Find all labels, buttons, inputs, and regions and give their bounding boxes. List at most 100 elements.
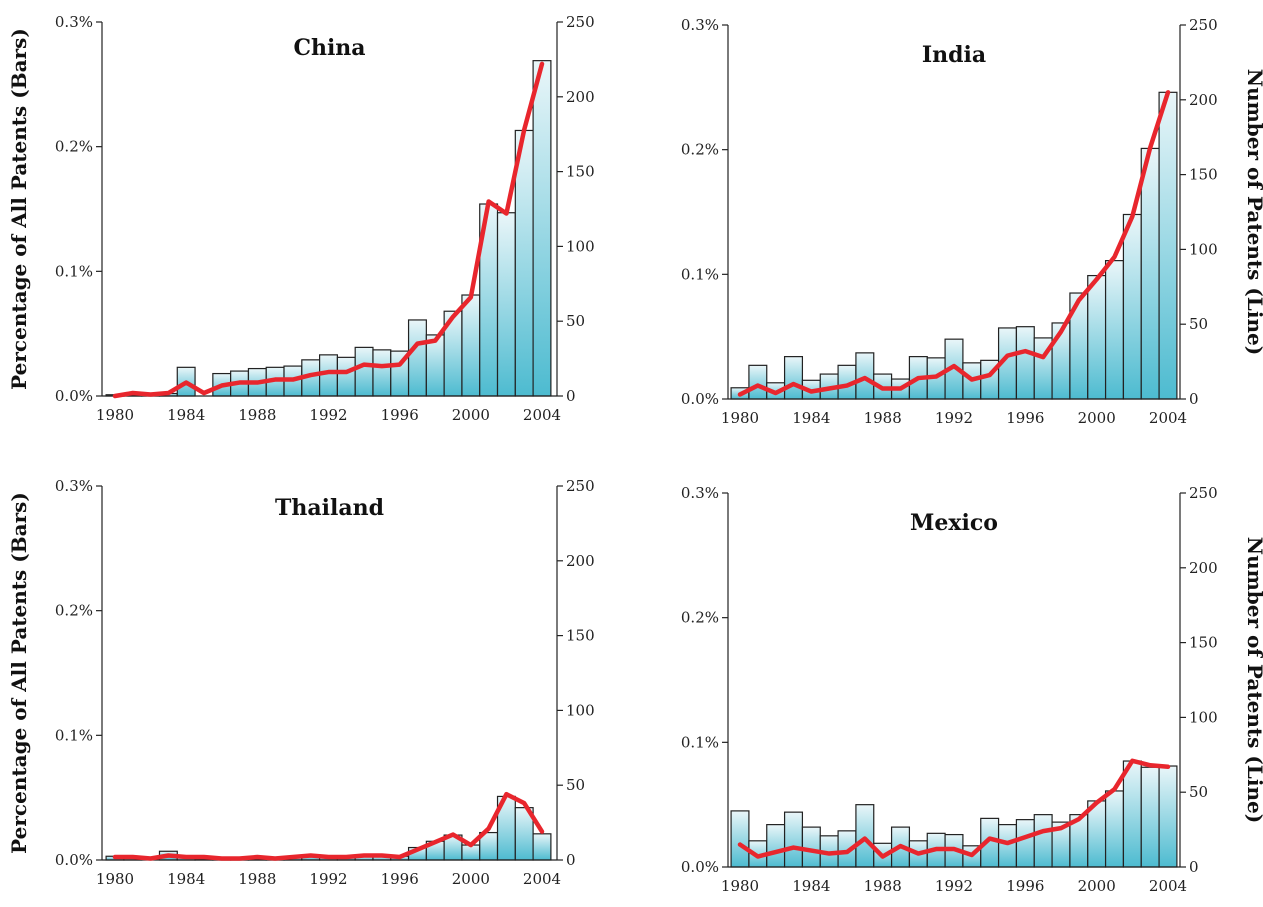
right-tick-label: 100 (566, 237, 595, 255)
right-tick-label: 100 (1189, 708, 1218, 726)
right-tick-label: 150 (566, 163, 595, 181)
patent-count-line (737, 758, 1171, 859)
y-axis-label-right: Number of Patents (Line) (1243, 69, 1263, 355)
bar-1997 (407, 319, 427, 397)
bar-2004 (532, 60, 552, 397)
right-tick-label: 0 (566, 387, 576, 405)
right-tick-label: 50 (566, 312, 585, 330)
x-tick-label: 2004 (1149, 409, 1187, 427)
left-tick-label: 0.3% (681, 16, 719, 34)
right-tick-label: 150 (1189, 634, 1218, 652)
x-tick-label: 1980 (96, 406, 134, 424)
patent-count-line (737, 90, 1171, 397)
left-tick-label: 0.0% (55, 851, 93, 869)
bar-1994 (354, 346, 374, 397)
x-tick-label: 1988 (864, 877, 902, 895)
x-tick-label: 1996 (381, 870, 419, 888)
left-tick-label: 0.3% (55, 477, 93, 495)
left-tick-label: 0.1% (681, 265, 719, 283)
bar-2002 (1122, 213, 1142, 400)
right-tick-label: 50 (566, 776, 585, 794)
x-tick-label: 2000 (1078, 877, 1116, 895)
right-tick-label: 200 (566, 88, 595, 106)
bar-1981 (748, 364, 768, 400)
right-tick-label: 0 (1189, 390, 1199, 408)
left-tick-label: 0.3% (55, 13, 93, 31)
x-tick-label: 2004 (523, 406, 561, 424)
bar-1984 (801, 826, 821, 868)
x-tick-label: 2000 (452, 406, 490, 424)
y-axis-label-left: Percentage of All Patents (Bars) (7, 492, 31, 854)
right-tick-label: 150 (566, 627, 595, 645)
left-tick-label: 0.0% (55, 387, 93, 405)
bar-2003 (1140, 147, 1160, 400)
x-tick-label: 1984 (167, 870, 205, 888)
chart-panel-china: 0.0% 0.1% 0.2% 0.3% 0 50 100 150 200 250 1980 1984 1… (7, 13, 595, 424)
bar-2004 (532, 833, 552, 861)
bar-1993 (336, 356, 356, 397)
chart-title: Thailand (275, 495, 384, 521)
left-tick-label: 0.2% (55, 138, 93, 156)
right-tick-label: 50 (1189, 315, 1208, 333)
right-tick-label: 200 (1189, 559, 1218, 577)
x-tick-label: 1992 (935, 409, 973, 427)
chart-title: India (922, 42, 986, 68)
bar-1987 (855, 804, 875, 868)
right-tick-label: 250 (566, 477, 595, 495)
x-tick-label: 1996 (1006, 409, 1044, 427)
bar-2000 (1087, 274, 1107, 400)
right-tick-label: 100 (1189, 240, 1218, 258)
bar-1996 (1015, 326, 1035, 400)
bar-1983 (783, 356, 804, 400)
bar-2003 (1140, 766, 1160, 868)
right-tick-label: 250 (1189, 16, 1218, 34)
left-tick-label: 0.2% (55, 602, 93, 620)
patent-count-line (112, 791, 545, 861)
right-tick-label: 0 (1189, 858, 1199, 876)
bar-2002 (1122, 760, 1142, 868)
right-tick-label: 50 (1189, 783, 1208, 801)
y-axis-label-left: Percentage of All Patents (Bars) (7, 28, 31, 390)
x-tick-label: 1992 (935, 877, 973, 895)
bar-2002 (496, 212, 516, 397)
bar-1996 (1015, 819, 1035, 868)
bar-2003 (514, 129, 534, 397)
bar-2004 (1158, 765, 1178, 868)
patent-count-line (112, 61, 545, 399)
bar-1980 (730, 810, 750, 868)
x-tick-label: 2004 (523, 870, 561, 888)
chart-panel-mexico: 0.0% 0.1% 0.2% 0.3% 0 50 100 150 200 250 1980 1984 1… (681, 484, 1263, 895)
chart-title: Mexico (910, 510, 998, 536)
bar-2004 (1158, 91, 1178, 400)
bar-1995 (372, 349, 392, 397)
left-tick-label: 0.0% (681, 858, 719, 876)
chart-title: China (293, 35, 365, 61)
y-axis-label-right: Number of Patents (Line) (1243, 537, 1263, 823)
right-tick-label: 200 (1189, 91, 1218, 109)
x-tick-label: 1980 (721, 409, 759, 427)
left-tick-label: 0.2% (681, 609, 719, 627)
right-tick-label: 150 (1189, 166, 1218, 184)
x-tick-label: 2004 (1149, 877, 1187, 895)
x-tick-label: 1984 (792, 409, 830, 427)
x-tick-label: 1980 (721, 877, 759, 895)
left-tick-label: 0.1% (55, 726, 93, 744)
x-tick-label: 1980 (96, 870, 134, 888)
left-tick-label: 0.1% (55, 262, 93, 280)
bar-2001 (1104, 260, 1125, 400)
chart-panel-india: 0.0% 0.1% 0.2% 0.3% 0 50 100 150 200 250 1980 1984 1… (681, 16, 1263, 427)
x-tick-label: 1992 (309, 406, 347, 424)
x-tick-label: 1996 (381, 406, 419, 424)
x-tick-label: 1992 (309, 870, 347, 888)
x-tick-label: 2000 (452, 870, 490, 888)
bar-1998 (425, 334, 445, 397)
left-tick-label: 0.1% (681, 733, 719, 751)
bar-1982 (766, 824, 786, 868)
bar-1992 (319, 354, 338, 397)
bar-2000 (461, 294, 481, 397)
bar-1995 (997, 824, 1018, 868)
left-tick-label: 0.2% (681, 141, 719, 159)
x-tick-label: 1984 (792, 877, 830, 895)
x-tick-label: 1988 (864, 409, 902, 427)
right-tick-label: 250 (1189, 484, 1218, 502)
